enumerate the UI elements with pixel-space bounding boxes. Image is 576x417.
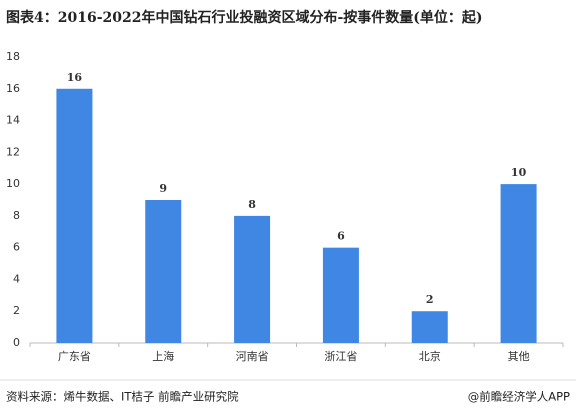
bar [56, 88, 93, 344]
x-tick-label: 浙江省 [324, 350, 357, 363]
bar [322, 247, 359, 343]
y-tick-label: 10 [6, 177, 20, 190]
x-tick-label: 北京 [419, 349, 441, 363]
data-label: 16 [67, 71, 83, 84]
data-label: 8 [248, 198, 256, 211]
y-tick-label: 18 [6, 50, 20, 63]
data-label: 6 [337, 230, 345, 243]
y-tick-label: 16 [6, 82, 20, 95]
y-tick-label: 12 [6, 145, 20, 158]
x-tick-label: 河南省 [236, 350, 269, 363]
bar [500, 184, 537, 343]
bar [411, 311, 448, 343]
y-tick-label: 8 [13, 209, 20, 222]
y-tick-label: 4 [13, 272, 20, 285]
chart-title: 图表4：2016-2022年中国钻石行业投融资区域分布-按事件数量(单位：起) [6, 9, 483, 26]
data-label: 10 [511, 166, 527, 179]
y-tick-label: 0 [13, 336, 20, 349]
x-tick-label: 上海 [152, 349, 174, 363]
bar [234, 215, 271, 343]
x-tick-label: 其他 [508, 350, 530, 363]
y-tick-label: 14 [6, 114, 20, 127]
data-label: 2 [426, 293, 434, 306]
data-label: 9 [159, 182, 167, 195]
footer-source: 资料来源：烯牛数据、IT桔子 前瞻产业研究院 [6, 390, 239, 404]
footer-brand: @前瞻经济学人APP [468, 390, 570, 404]
bar [145, 200, 182, 343]
x-tick-label: 广东省 [58, 350, 91, 363]
y-tick-label: 6 [13, 241, 20, 254]
y-tick-label: 2 [13, 304, 20, 317]
